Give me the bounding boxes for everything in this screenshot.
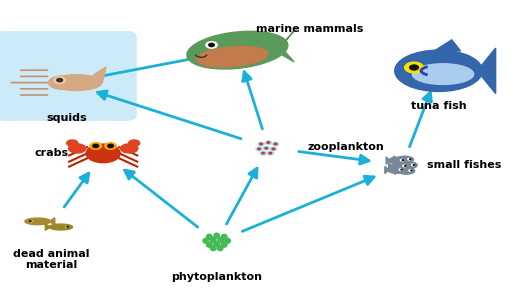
Circle shape (67, 226, 68, 227)
Circle shape (269, 153, 272, 154)
Ellipse shape (395, 50, 482, 91)
Circle shape (105, 143, 117, 149)
Ellipse shape (412, 64, 474, 84)
Ellipse shape (221, 242, 227, 247)
Ellipse shape (187, 31, 288, 69)
Polygon shape (389, 163, 392, 170)
Polygon shape (395, 167, 398, 175)
Ellipse shape (51, 75, 102, 91)
Ellipse shape (400, 162, 417, 168)
Circle shape (260, 151, 266, 155)
FancyBboxPatch shape (0, 31, 137, 121)
Circle shape (275, 143, 277, 145)
Ellipse shape (69, 144, 86, 153)
Circle shape (208, 43, 215, 47)
Text: small fishes: small fishes (427, 160, 502, 170)
Text: marine mammals: marine mammals (256, 24, 363, 35)
Circle shape (409, 170, 412, 171)
Ellipse shape (128, 140, 140, 146)
Circle shape (411, 170, 412, 171)
Circle shape (206, 42, 217, 48)
Circle shape (262, 153, 265, 154)
Circle shape (57, 78, 62, 82)
Circle shape (257, 148, 260, 150)
Polygon shape (49, 218, 55, 225)
Polygon shape (281, 31, 294, 62)
Ellipse shape (211, 246, 216, 251)
Ellipse shape (121, 144, 138, 153)
Circle shape (108, 144, 114, 148)
Ellipse shape (211, 238, 216, 243)
Ellipse shape (388, 167, 405, 173)
Polygon shape (397, 162, 401, 169)
Circle shape (267, 151, 273, 155)
Circle shape (54, 77, 66, 83)
Ellipse shape (225, 238, 231, 243)
Circle shape (267, 142, 269, 143)
Circle shape (405, 62, 424, 73)
Circle shape (265, 141, 271, 144)
Polygon shape (45, 224, 51, 230)
Circle shape (30, 220, 33, 222)
Ellipse shape (67, 140, 78, 146)
Polygon shape (434, 40, 460, 51)
Circle shape (401, 169, 402, 170)
Text: phytoplankton: phytoplankton (171, 272, 262, 282)
Text: dead animal
material: dead animal material (13, 249, 90, 271)
Circle shape (265, 148, 268, 149)
Text: zooplankton: zooplankton (308, 142, 384, 153)
Circle shape (412, 164, 414, 166)
Ellipse shape (398, 168, 415, 174)
Ellipse shape (218, 238, 223, 243)
Ellipse shape (214, 233, 219, 238)
Ellipse shape (389, 157, 406, 164)
Polygon shape (386, 157, 390, 164)
Circle shape (258, 142, 264, 146)
Ellipse shape (86, 144, 120, 163)
Circle shape (272, 148, 275, 150)
Circle shape (93, 144, 99, 148)
Circle shape (66, 226, 68, 227)
Circle shape (29, 221, 31, 222)
Ellipse shape (203, 238, 208, 243)
Circle shape (270, 147, 277, 151)
Polygon shape (385, 166, 389, 173)
Polygon shape (93, 67, 106, 83)
Ellipse shape (217, 246, 223, 251)
Circle shape (410, 65, 418, 70)
Ellipse shape (214, 242, 219, 247)
Circle shape (272, 142, 279, 146)
Circle shape (410, 159, 411, 160)
Circle shape (403, 165, 406, 167)
Ellipse shape (206, 242, 212, 247)
Circle shape (408, 158, 411, 160)
Polygon shape (394, 156, 397, 163)
Circle shape (405, 165, 406, 166)
Ellipse shape (49, 76, 76, 89)
Ellipse shape (50, 224, 72, 230)
Circle shape (90, 143, 102, 149)
Ellipse shape (206, 234, 212, 239)
Ellipse shape (392, 163, 409, 169)
Circle shape (400, 159, 403, 161)
Ellipse shape (221, 234, 227, 239)
Ellipse shape (396, 156, 413, 163)
Circle shape (256, 147, 262, 151)
Circle shape (263, 146, 269, 150)
Text: crabs: crabs (35, 148, 69, 158)
Text: squids: squids (47, 113, 87, 123)
Polygon shape (477, 48, 495, 94)
Text: tuna fish: tuna fish (411, 101, 466, 111)
Ellipse shape (25, 218, 51, 225)
Ellipse shape (197, 46, 268, 67)
Circle shape (260, 143, 263, 145)
Circle shape (399, 169, 402, 171)
